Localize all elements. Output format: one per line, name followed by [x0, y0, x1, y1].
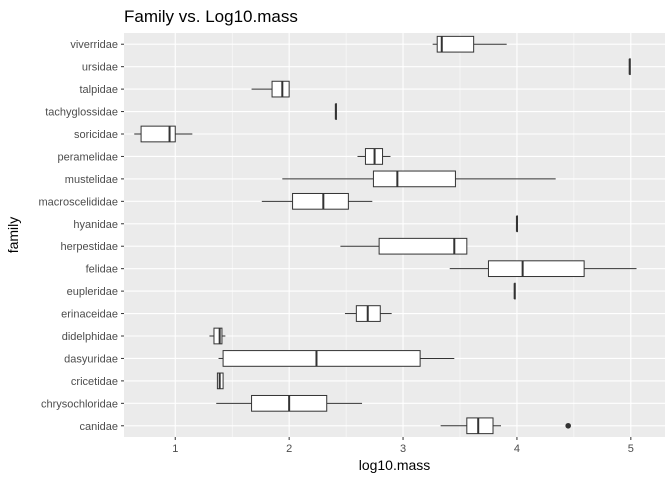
box-dasyuridae — [218, 350, 455, 367]
plot-panel — [124, 33, 665, 437]
box-canidae — [440, 417, 571, 435]
y-tick-label: tachyglossidae — [45, 107, 118, 119]
y-axis: canidae chrysochloridae cricetidae dasyurid… — [39, 39, 124, 433]
y-tick-label: talpidae — [79, 84, 118, 96]
box-iqr — [436, 35, 475, 53]
y-tick-label: felidae — [86, 264, 118, 276]
y-tick-label: viverridae — [70, 39, 118, 51]
y-tick-label: eupleridae — [67, 286, 118, 298]
y-tick-label: didelphidae — [62, 331, 118, 343]
box-herpestidae — [340, 237, 468, 255]
box-iqr — [372, 170, 456, 188]
box-ursidae — [628, 58, 631, 76]
x-tick-label: 2 — [286, 443, 292, 455]
y-axis-title: family — [5, 217, 21, 254]
box-peramelidae — [357, 148, 391, 165]
box-group — [134, 35, 637, 435]
box-iqr — [222, 350, 421, 367]
box-iqr — [466, 417, 494, 435]
x-tick-label: 5 — [628, 443, 634, 455]
y-tick-label: hyanidae — [73, 219, 118, 231]
box-macroscelididae — [261, 192, 373, 210]
box-cricetidae — [216, 372, 224, 390]
y-tick-label: chrysochloridae — [41, 398, 118, 410]
box-didelphidae — [209, 327, 226, 345]
box-tachyglossidae — [334, 103, 337, 120]
box-eupleridae — [513, 282, 516, 300]
box-mustelidae — [282, 170, 556, 188]
box-iqr — [378, 237, 468, 255]
y-tick-label: macroscelididae — [39, 196, 118, 208]
y-tick-label: herpestidae — [61, 241, 119, 253]
y-tick-label: ursidae — [82, 62, 118, 74]
box-iqr — [213, 327, 223, 345]
x-tick-label: 3 — [400, 443, 406, 455]
box-talpidae — [251, 80, 290, 98]
x-tick-label: 4 — [514, 443, 520, 455]
x-axis: 1 2 3 4 5 — [172, 437, 634, 455]
box-chrysochloridae — [216, 394, 363, 412]
box-iqr — [487, 260, 585, 278]
y-tick-label: canidae — [79, 421, 118, 433]
box-erinaceidae — [344, 305, 392, 322]
y-tick-label: dasyuridae — [64, 353, 118, 365]
x-tick-label: 1 — [172, 443, 178, 455]
y-tick-label: cricetidae — [71, 376, 118, 388]
box-iqr — [292, 192, 349, 210]
box-viverridae — [432, 35, 507, 53]
box-felidae — [449, 260, 637, 278]
box-soricidae — [134, 125, 193, 143]
y-tick-label: mustelidae — [65, 174, 118, 186]
outlier-point — [565, 422, 571, 429]
x-axis-title: log10.mass — [359, 457, 431, 473]
y-tick-label: peramelidae — [57, 151, 118, 163]
box-hyanidae — [515, 215, 518, 233]
chart-title: Family vs. Log10.mass — [124, 7, 298, 26]
y-tick-label: erinaceidae — [61, 309, 118, 321]
box-iqr — [140, 125, 176, 143]
y-tick-label: soricidae — [74, 129, 118, 141]
box-iqr — [271, 80, 290, 98]
